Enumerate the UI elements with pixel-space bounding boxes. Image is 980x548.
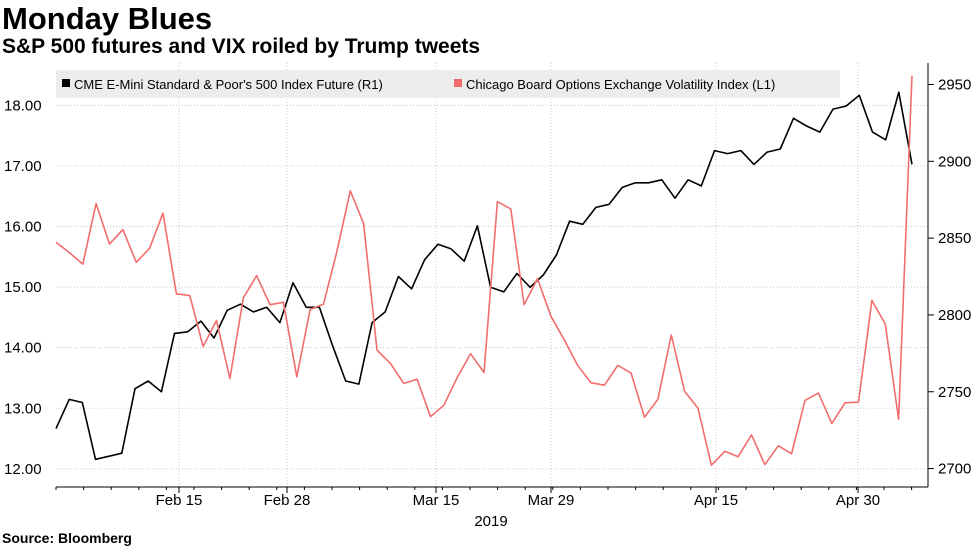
y-right-tick-label: 2850 <box>938 230 971 247</box>
y-right-tick-label: 2800 <box>938 307 971 324</box>
y-left-tick-label: 15.00 <box>4 279 42 296</box>
source-note: Source: Bloomberg <box>2 530 132 546</box>
x-tick-label: Apr 30 <box>836 492 880 509</box>
x-axis-year-label: 2019 <box>474 513 507 530</box>
chart-title: Monday Blues <box>2 1 213 36</box>
y-left-tick-label: 16.00 <box>4 219 42 236</box>
legend-background <box>56 70 840 98</box>
y-right-tick-label: 2950 <box>938 77 971 94</box>
legend-label-futures: CME E-Mini Standard & Poor's 500 Index F… <box>74 77 383 92</box>
series-line-sp500-futures <box>55 91 913 461</box>
y-left-tick-label: 18.00 <box>4 97 42 114</box>
y-left-tick-label: 14.00 <box>4 340 42 357</box>
series-line-vix <box>55 75 913 467</box>
y-right-tick-label: 2700 <box>938 461 971 478</box>
legend-swatch-vix <box>454 79 462 87</box>
x-tick-label: Mar 15 <box>413 492 460 509</box>
legend-swatch-futures <box>62 79 70 87</box>
legend: CME E-Mini Standard & Poor's 500 Index F… <box>56 70 840 98</box>
x-tick-label: Feb 28 <box>264 492 311 509</box>
gridlines <box>56 63 928 487</box>
y-left-tick-label: 12.00 <box>4 461 42 478</box>
chart-subtitle: S&P 500 futures and VIX roiled by Trump … <box>2 35 481 58</box>
y-right-tick-label: 2900 <box>938 153 971 170</box>
x-tick-label: Apr 15 <box>694 492 738 509</box>
series-lines <box>55 75 913 467</box>
legend-label-vix: Chicago Board Options Exchange Volatilit… <box>466 77 775 92</box>
x-tick-label: Feb 15 <box>156 492 203 509</box>
axes: 12.00 13.00 14.00 15.00 16.00 17.00 18.00 2700 2… <box>4 63 971 530</box>
y-left-tick-label: 17.00 <box>4 158 42 175</box>
x-tick-label: Mar 29 <box>528 492 575 509</box>
y-left-tick-label: 13.00 <box>4 400 42 417</box>
y-right-tick-label: 2750 <box>938 384 971 401</box>
